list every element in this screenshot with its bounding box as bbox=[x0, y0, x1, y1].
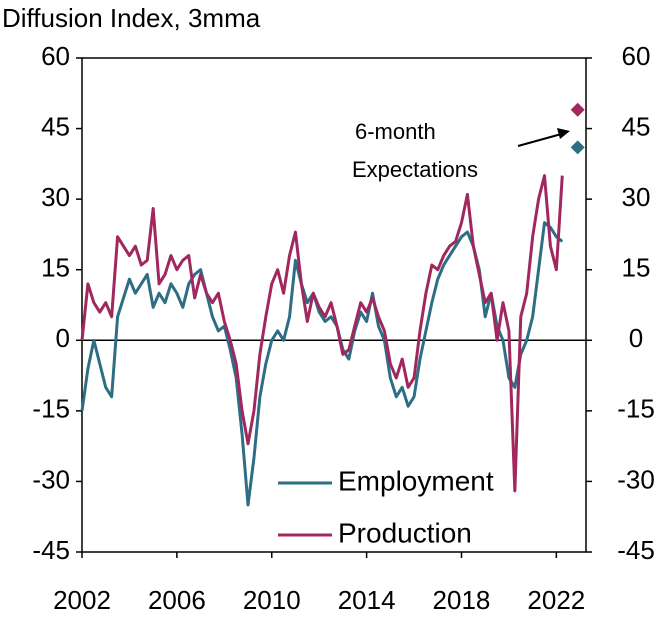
y-tick-label: -15 bbox=[32, 394, 70, 424]
y2-tick-label: 45 bbox=[622, 111, 651, 141]
y-tick-label: 45 bbox=[41, 111, 70, 141]
line-series bbox=[80, 221, 564, 507]
y-tick-label: 30 bbox=[41, 182, 70, 212]
y2-tick-label: 0 bbox=[629, 323, 643, 353]
line-series bbox=[80, 174, 564, 493]
x-tick-label: 2022 bbox=[527, 585, 585, 615]
legend-label: Production bbox=[338, 517, 472, 548]
annotation-arrow bbox=[517, 132, 566, 147]
expectation-marker bbox=[570, 140, 585, 155]
x-tick-label: 2010 bbox=[243, 585, 301, 615]
y2-tick-label: -45 bbox=[617, 535, 655, 565]
x-tick-label: 2014 bbox=[338, 585, 396, 615]
annotation: Expectations bbox=[352, 157, 478, 182]
y2-tick-label: 15 bbox=[622, 253, 651, 283]
annotation: 6-month bbox=[355, 119, 436, 144]
x-tick-label: 2002 bbox=[53, 585, 111, 615]
x-tick-label: 2018 bbox=[433, 585, 491, 615]
chart-title: Diffusion Index, 3mma bbox=[2, 3, 261, 33]
y-tick-label: -30 bbox=[32, 464, 70, 494]
x-tick-label: 2006 bbox=[148, 585, 206, 615]
y2-tick-label: -15 bbox=[617, 394, 655, 424]
y2-tick-label: -30 bbox=[617, 464, 655, 494]
expectation-marker bbox=[570, 102, 585, 117]
y-tick-label: 60 bbox=[41, 41, 70, 71]
y-tick-label: 15 bbox=[41, 253, 70, 283]
y-tick-label: -45 bbox=[32, 535, 70, 565]
y2-tick-label: 60 bbox=[622, 41, 651, 71]
y2-tick-label: 30 bbox=[622, 182, 651, 212]
arrow-head bbox=[557, 128, 570, 139]
legend-label: Employment bbox=[338, 465, 494, 496]
y-tick-label: 0 bbox=[56, 323, 70, 353]
plot-frame bbox=[81, 57, 587, 553]
